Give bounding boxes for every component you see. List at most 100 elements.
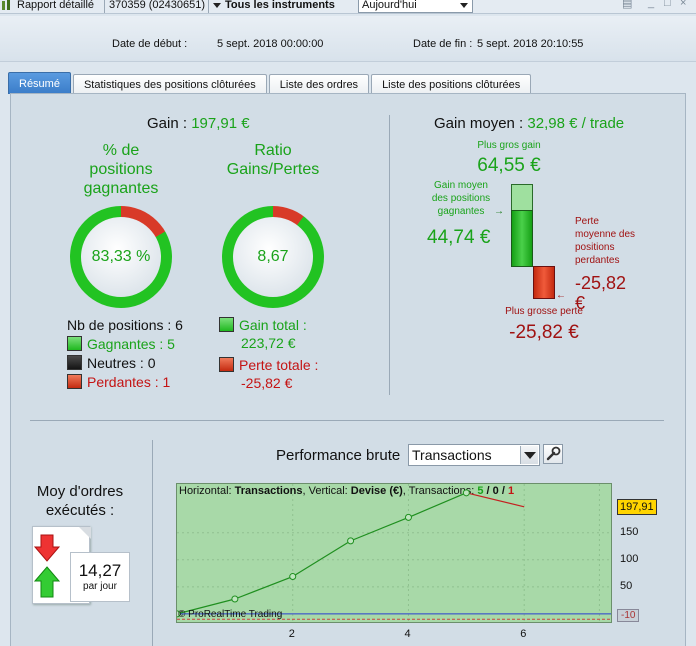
settings-button[interactable] xyxy=(543,444,563,464)
avg-win-bar xyxy=(511,210,533,267)
avg-loss-label-line: Perte xyxy=(575,216,599,227)
chevron-down-icon xyxy=(523,451,536,459)
donut-center: 8,67 xyxy=(233,217,313,297)
orders-arrows-icon xyxy=(33,527,91,598)
data-point xyxy=(289,573,297,581)
orders-title: Moy d'ordres exécutés : xyxy=(28,482,132,520)
ratio-title-line: Gains/Pertes xyxy=(226,161,320,178)
date-range-header: Date de début : 5 sept. 2018 00:00:00 Da… xyxy=(0,16,696,62)
max-gain-label: Plus gros gain xyxy=(477,140,541,151)
tab-closed-positions-list[interactable]: Liste des positions clôturées xyxy=(371,74,532,94)
ratio-donut: 8,67 xyxy=(222,206,324,308)
avg-loss-label-line: positions xyxy=(575,242,615,253)
close-icon[interactable]: × xyxy=(680,0,687,9)
minimize-icon[interactable]: _ xyxy=(648,0,655,9)
tab-orders-list[interactable]: Liste des ordres xyxy=(268,74,370,94)
series-segment xyxy=(292,540,351,578)
performance-chart: Horizontal: Transactions, Vertical: Devi… xyxy=(176,483,612,623)
avg-loss-bar xyxy=(533,266,555,299)
chart-info-sep: / xyxy=(483,485,493,497)
winning-pct-donut: 83,33 % xyxy=(70,206,172,308)
chart-info-loss: 1 xyxy=(507,485,515,497)
end-date-value: 5 sept. 2018 20:10:55 xyxy=(477,38,584,50)
series-segment xyxy=(466,492,525,508)
start-date-value: 5 sept. 2018 00:00:00 xyxy=(217,38,324,50)
end-date-label: Date de fin : xyxy=(413,38,473,50)
x-tick-label: 4 xyxy=(404,628,411,640)
chevron-down-icon xyxy=(460,3,468,8)
negative-value-badge: -10 xyxy=(617,609,640,622)
tab-bar: Résumé Statistiques des positions clôtur… xyxy=(8,72,533,94)
series-segment xyxy=(234,575,293,600)
report-title: Rapport détaillé xyxy=(17,0,95,11)
avg-win-value: 44,74 € xyxy=(427,227,491,248)
chart-info-h: Transactions xyxy=(234,485,303,497)
chart-bars-icon xyxy=(0,0,14,12)
max-loss-value: -25,82 € xyxy=(509,322,579,343)
x-tick-label: 2 xyxy=(288,628,295,640)
losing-count: Perdantes : 1 xyxy=(87,374,171,390)
max-loss-label: Plus grosse perte xyxy=(505,306,583,317)
gain-total-label: Gain total : xyxy=(239,317,307,333)
perte-total-value: -25,82 € xyxy=(241,375,293,391)
winning-pct-value: 83,33 % xyxy=(91,248,151,265)
data-point xyxy=(462,489,470,497)
winning-count: Gagnantes : 5 xyxy=(87,336,175,352)
print-icon[interactable]: ▤ xyxy=(622,0,633,10)
toolbar: Rapport détaillé 370359 (02430651) Tous … xyxy=(0,0,696,14)
tab-closed-positions-stats[interactable]: Statistiques des positions clôturées xyxy=(72,74,267,94)
performance-title: Performance brute xyxy=(276,447,401,464)
orders-value: 14,27 xyxy=(78,561,122,580)
data-point xyxy=(347,537,355,545)
position-counts: Nb de positions : 6 Gagnantes : 5 Neutre… xyxy=(67,316,183,392)
gain-label: Gain : xyxy=(147,115,188,132)
data-point xyxy=(177,610,181,618)
max-gain-value: 64,55 € xyxy=(477,155,541,176)
donut-center: 83,33 % xyxy=(81,217,161,297)
tab-summary[interactable]: Résumé xyxy=(8,72,71,94)
red-square-icon xyxy=(67,374,82,389)
chart-watermark: © ProRealTime Trading xyxy=(178,609,283,620)
performance-mode-select[interactable]: Transactions xyxy=(408,444,540,466)
data-point xyxy=(404,513,412,521)
gain-total-value: 223,72 € xyxy=(241,335,296,351)
data-point xyxy=(231,595,239,603)
maximize-icon[interactable]: □ xyxy=(664,0,671,9)
winning-pct-title-line: % de xyxy=(102,142,140,159)
chart-info-text: Horizontal: xyxy=(179,485,235,497)
performance-line-plot xyxy=(177,484,611,622)
avg-loss-label-line: moyenne des xyxy=(575,229,636,240)
current-value-badge: 197,91 xyxy=(617,499,657,515)
winning-pct-title-line: gagnantes xyxy=(83,180,159,197)
wrench-icon xyxy=(546,446,561,461)
period-select[interactable]: Aujourd'hui xyxy=(358,0,473,13)
gain-summary: Gain : 197,91 € xyxy=(147,115,250,132)
y-tick-label: 50 xyxy=(620,579,633,592)
avg-loss-value: -25,82 € xyxy=(575,273,627,313)
average-gain: Gain moyen : 32,98 € / trade xyxy=(434,115,624,132)
black-square-icon xyxy=(67,355,82,370)
performance-mode-value: Transactions xyxy=(412,447,492,463)
chart-info-text: , Transactions: xyxy=(402,485,478,497)
instruments-label: Tous les instruments xyxy=(225,0,335,11)
dropdown-button xyxy=(520,446,538,464)
gain-value: 197,91 € xyxy=(191,115,250,132)
series-segment xyxy=(408,492,467,518)
orders-title-line: Moy d'ordres xyxy=(36,483,124,500)
instruments-selector[interactable]: Tous les instruments xyxy=(208,0,335,13)
chart-info-win: 5 xyxy=(477,485,484,497)
winning-pct-title: % de positions gagnantes xyxy=(66,141,176,198)
ratio-value: 8,67 xyxy=(257,248,289,265)
arrow-left-icon: ← xyxy=(556,290,566,301)
average-gain-value: 32,98 € / trade xyxy=(527,115,625,132)
start-date-label: Date de début : xyxy=(112,38,188,50)
x-tick-label: 6 xyxy=(520,628,527,640)
winning-pct-title-line: positions xyxy=(89,161,153,178)
positions-count: Nb de positions : 6 xyxy=(67,317,183,333)
period-value: Aujourd'hui xyxy=(362,0,417,11)
orders-value-box: 14,27 par jour xyxy=(70,552,130,602)
avg-win-label-line: des positions xyxy=(431,193,491,204)
account-label: 370359 (02430651) xyxy=(104,0,205,13)
avg-win-label-line: Gain moyen xyxy=(434,180,488,191)
green-square-icon xyxy=(67,336,82,351)
